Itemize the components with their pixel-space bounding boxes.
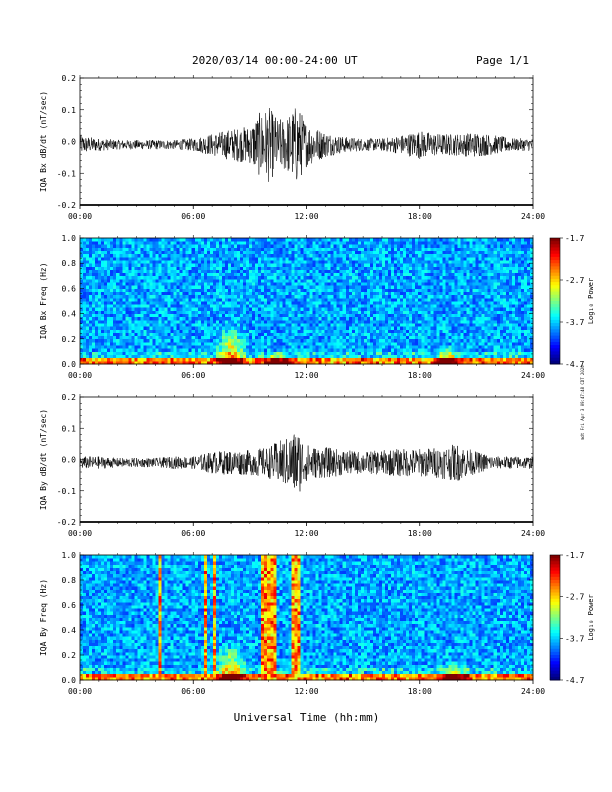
y-tick-label: 0.6	[62, 601, 77, 610]
y-tick-label: 1.0	[62, 551, 77, 560]
series-line-1	[79, 107, 533, 182]
x-tick-label: 24:00	[521, 371, 545, 380]
colorbar-2	[549, 237, 563, 365]
panel-1	[79, 75, 534, 209]
y-axis-label: IQA Bx Freq (Hz)	[39, 262, 48, 339]
y-tick-label: 0.0	[62, 456, 77, 465]
y-tick-label: -0.2	[57, 518, 76, 527]
y-tick-label: -0.1	[57, 169, 76, 178]
spectrogram-image-4	[80, 555, 534, 681]
y-tick-label: 0.1	[62, 106, 77, 115]
x-tick-label: 00:00	[68, 371, 92, 380]
x-tick-label: 18:00	[408, 212, 432, 221]
x-tick-label: 00:00	[68, 687, 92, 696]
y-axis-label: IQA By dB/dt (nT/sec)	[39, 409, 48, 510]
colorbar-tick-label: -2.7	[565, 276, 584, 285]
x-tick-label: 06:00	[181, 687, 205, 696]
generation-timestamp: mdt Fri Apr 3 09:47:48 CDT 2020	[580, 365, 585, 440]
y-axis-label: IQA Bx dB/dt (nT/sec)	[39, 91, 48, 192]
y-tick-label: 0.0	[62, 360, 77, 369]
x-tick-label: 24:00	[521, 687, 545, 696]
colorbar-label: Log₁₀ Power	[587, 594, 595, 640]
colorbar-4	[549, 554, 563, 681]
y-tick-label: 0.2	[62, 651, 77, 660]
colorbar-tick-label: -3.7	[565, 634, 584, 643]
page-number: Page 1/1	[476, 54, 529, 67]
x-tick-label: 06:00	[181, 529, 205, 538]
panel-2	[79, 235, 563, 368]
plot-frame	[79, 396, 534, 523]
y-tick-label: 0.4	[62, 626, 77, 635]
colorbar-tick-label: -1.7	[565, 551, 584, 560]
y-tick-label: 0.6	[62, 284, 77, 293]
colorbar-tick-label: -2.7	[565, 593, 584, 602]
y-tick-label: 1.0	[62, 234, 77, 243]
plot-title: 2020/03/14 00:00-24:00 UT	[192, 54, 358, 67]
y-axis-label: IQA By Freq (Hz)	[39, 579, 48, 656]
colorbar-label: Log₁₀ Power	[587, 278, 595, 324]
x-tick-label: 00:00	[68, 529, 92, 538]
x-tick-label: 24:00	[521, 529, 545, 538]
colorbar-frame	[549, 237, 561, 365]
x-axis-label: Universal Time (hh:mm)	[234, 711, 380, 724]
y-tick-label: 0.0	[62, 676, 77, 685]
y-tick-label: 0.8	[62, 576, 77, 585]
colorbar-tick-label: -1.7	[565, 234, 584, 243]
y-tick-label: 0.2	[62, 74, 77, 83]
x-tick-label: 24:00	[521, 212, 545, 221]
y-tick-label: 0.2	[62, 335, 77, 344]
x-tick-label: 18:00	[408, 529, 432, 538]
y-tick-label: 0.0	[62, 138, 77, 147]
x-tick-label: 12:00	[294, 687, 318, 696]
y-tick-label: -0.2	[57, 201, 76, 210]
y-tick-label: 0.1	[62, 424, 77, 433]
x-tick-label: 06:00	[181, 371, 205, 380]
colorbar-tick-label: -3.7	[565, 318, 584, 327]
colorbar-frame	[549, 554, 561, 681]
x-tick-label: 12:00	[294, 371, 318, 380]
spectrogram-image-2	[80, 238, 534, 365]
colorbar-tick-label: -4.7	[565, 360, 584, 369]
x-tick-label: 12:00	[294, 529, 318, 538]
x-tick-label: 12:00	[294, 212, 318, 221]
panel-3	[79, 394, 534, 526]
y-tick-label: -0.1	[57, 487, 76, 496]
y-tick-label: 0.4	[62, 310, 77, 319]
x-tick-label: 00:00	[68, 212, 92, 221]
x-tick-label: 18:00	[408, 371, 432, 380]
y-tick-label: 0.8	[62, 259, 77, 268]
panel-4	[79, 552, 563, 684]
x-tick-label: 18:00	[408, 687, 432, 696]
series-line-3	[79, 434, 534, 492]
x-tick-label: 06:00	[181, 212, 205, 221]
colorbar-tick-label: -4.7	[565, 676, 584, 685]
y-tick-label: 0.2	[62, 393, 77, 402]
